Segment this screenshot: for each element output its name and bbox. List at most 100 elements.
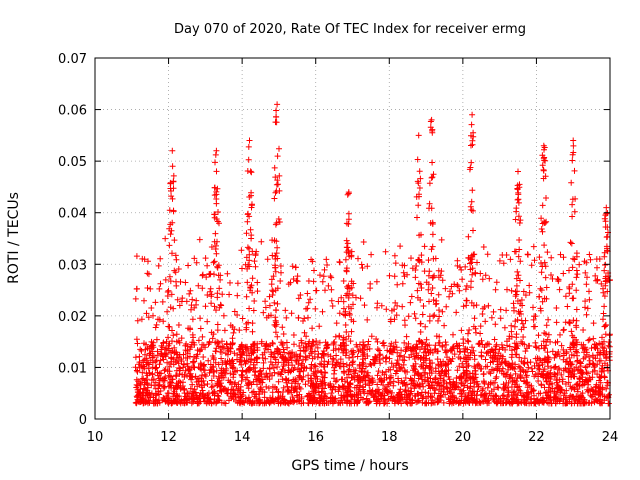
data-point <box>195 337 202 344</box>
data-point <box>319 308 326 315</box>
data-point <box>513 351 520 358</box>
data-point <box>513 334 520 341</box>
data-point <box>554 382 561 389</box>
data-point <box>497 395 504 402</box>
data-point <box>476 341 483 348</box>
data-point <box>238 372 245 379</box>
data-point <box>434 348 440 355</box>
data-point <box>244 211 251 218</box>
data-point <box>269 252 276 259</box>
data-point <box>148 305 155 311</box>
data-point <box>461 349 468 356</box>
data-point <box>408 380 415 387</box>
data-point <box>397 366 404 372</box>
data-point <box>415 202 422 209</box>
data-point <box>343 268 350 275</box>
data-point <box>213 188 220 195</box>
data-point <box>542 263 549 270</box>
data-point <box>543 322 550 329</box>
data-point <box>331 339 338 345</box>
data-point <box>502 346 509 353</box>
data-point <box>358 261 365 268</box>
data-point <box>237 383 244 390</box>
data-point <box>484 340 491 347</box>
data-point <box>401 353 408 360</box>
data-point <box>508 400 515 407</box>
data-point <box>283 339 290 346</box>
data-point <box>375 368 382 375</box>
data-point <box>278 269 284 276</box>
data-point <box>463 282 470 289</box>
data-point <box>268 281 275 288</box>
data-point <box>417 175 424 182</box>
data-point <box>338 294 345 301</box>
data-point <box>173 349 180 356</box>
data-point <box>525 364 532 371</box>
data-point <box>535 332 542 339</box>
data-point <box>405 313 412 320</box>
data-point <box>169 163 176 170</box>
data-point <box>591 364 598 371</box>
data-point <box>558 342 565 349</box>
data-point <box>569 157 576 164</box>
data-point <box>272 396 279 403</box>
data-point <box>340 334 347 341</box>
data-point <box>368 251 375 258</box>
data-point <box>263 370 270 377</box>
data-point <box>515 253 522 260</box>
data-point <box>594 277 601 284</box>
data-point <box>391 316 398 323</box>
data-point <box>583 311 590 318</box>
data-point <box>212 348 219 355</box>
data-point <box>412 315 419 322</box>
data-point <box>337 360 344 367</box>
data-point <box>310 388 316 395</box>
data-point <box>208 244 215 250</box>
data-point <box>318 380 325 387</box>
data-point <box>516 354 523 361</box>
data-point <box>251 393 258 400</box>
data-point <box>490 308 497 315</box>
data-point <box>508 328 515 335</box>
data-point <box>469 271 476 278</box>
data-point <box>392 397 399 404</box>
data-point <box>443 348 450 355</box>
data-point <box>429 379 436 386</box>
data-point <box>216 220 222 227</box>
data-point <box>540 345 547 352</box>
data-point <box>331 370 337 377</box>
data-point <box>517 277 523 284</box>
data-point <box>529 368 536 375</box>
data-point <box>598 373 605 380</box>
data-point <box>272 268 279 275</box>
data-point <box>479 276 486 283</box>
data-point <box>166 242 173 249</box>
data-point <box>363 363 369 370</box>
data-point <box>570 149 577 156</box>
data-point <box>145 314 152 321</box>
data-point <box>557 251 564 258</box>
data-point <box>524 384 531 391</box>
data-point <box>165 334 171 341</box>
data-point <box>454 282 461 288</box>
data-point <box>411 385 418 392</box>
data-point <box>142 351 148 358</box>
data-point <box>460 340 467 347</box>
data-point <box>178 335 185 342</box>
data-point <box>411 345 418 352</box>
data-point <box>185 367 192 374</box>
data-point <box>590 391 597 398</box>
data-point <box>222 400 229 407</box>
data-point <box>376 347 383 354</box>
data-point <box>213 250 220 257</box>
data-point <box>475 361 482 368</box>
data-point <box>190 339 197 346</box>
data-point <box>404 345 411 352</box>
data-point <box>540 142 547 149</box>
data-point <box>232 379 239 386</box>
data-point <box>360 383 366 390</box>
data-point <box>599 334 605 341</box>
data-point <box>330 340 337 347</box>
data-point <box>246 305 253 312</box>
data-point <box>535 363 541 369</box>
